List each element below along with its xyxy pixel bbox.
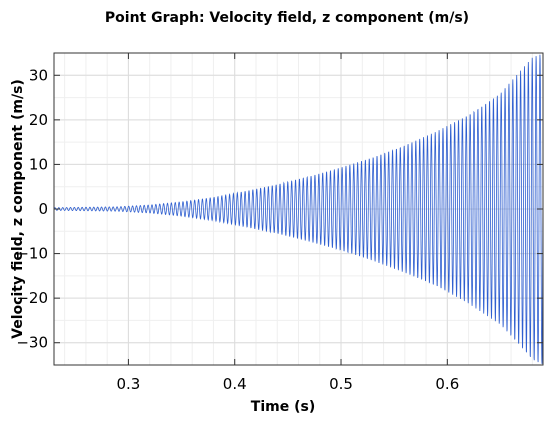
y-tick-label: −20 <box>16 289 48 307</box>
axis-ticks <box>54 53 543 365</box>
x-tick-label: 0.4 <box>223 375 247 393</box>
x-tick-label: 0.5 <box>329 375 353 393</box>
y-tick-label: 30 <box>29 66 48 84</box>
velocity-series-line <box>53 54 544 364</box>
series-layer <box>53 54 544 364</box>
y-tick-label: 10 <box>29 155 48 173</box>
y-tick-label: −10 <box>16 245 48 263</box>
y-tick-label: 20 <box>29 111 48 129</box>
x-axis-label: Time (s) <box>251 399 315 415</box>
x-tick-labels: 0.3 0.4 0.5 0.6 <box>116 375 459 393</box>
y-tick-label: 0 <box>38 200 48 218</box>
x-tick-label: 0.3 <box>116 375 140 393</box>
y-tick-label: −30 <box>16 334 48 352</box>
chart-title: Point Graph: Velocity field, z component… <box>105 10 469 26</box>
x-tick-label: 0.6 <box>435 375 459 393</box>
y-axis-label: Velocity field, z component (m/s) <box>10 79 26 339</box>
y-tick-labels: −30 −20 −10 0 10 20 30 <box>16 66 48 351</box>
